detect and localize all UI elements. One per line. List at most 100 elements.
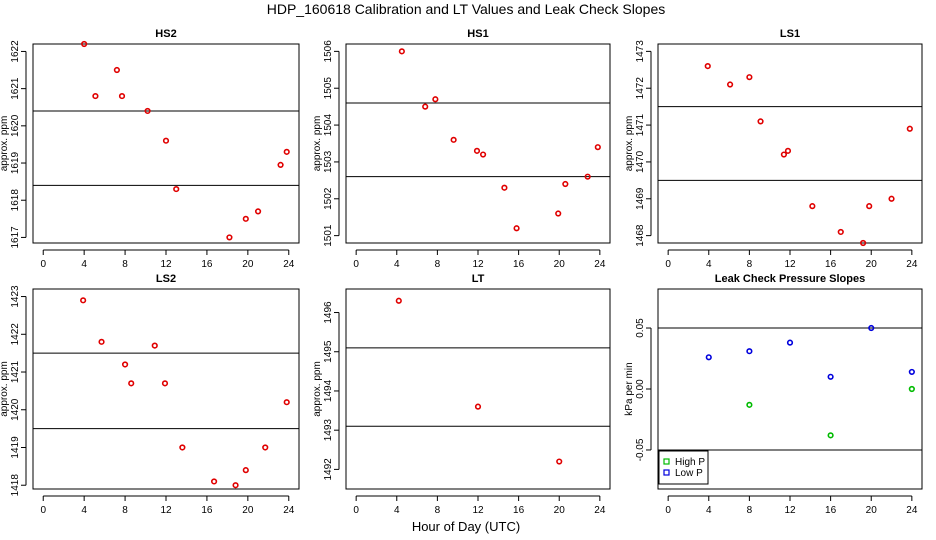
y-axis-label: kPa per min xyxy=(624,362,635,415)
x-tick-label: 8 xyxy=(435,505,441,516)
data-point xyxy=(173,185,180,193)
y-tick-label: 1504 xyxy=(323,114,334,137)
series-values xyxy=(398,48,601,232)
y-tick-label: 1503 xyxy=(323,150,334,173)
data-point xyxy=(556,458,563,465)
plot-frame xyxy=(345,43,611,244)
y-axis: 1617 1618 1619 1620 1621 1622 xyxy=(10,40,27,249)
data-point xyxy=(513,225,520,232)
y-tick-label: 1422 xyxy=(10,323,21,346)
y-tick-label: 0.05 xyxy=(635,318,646,338)
x-tick-label: 16 xyxy=(201,505,213,516)
series-low-p xyxy=(705,324,915,380)
x-tick-label: 8 xyxy=(435,259,441,270)
y-axis: 1468 1469 1470 1471 1472 1473 xyxy=(635,40,652,247)
x-tick-label: 12 xyxy=(160,505,172,516)
x-tick-label: 20 xyxy=(554,259,566,270)
data-point xyxy=(277,161,284,168)
data-point xyxy=(780,151,788,158)
x-axis: 0 4 8 12 16 20 24 xyxy=(40,495,295,516)
x-tick-label: 24 xyxy=(906,505,918,516)
x-tick-label: 12 xyxy=(160,259,172,270)
y-tick-label: 1471 xyxy=(635,114,646,137)
x-tick-label: 20 xyxy=(242,505,254,516)
y-tick-label: -0.05 xyxy=(635,438,646,461)
data-point xyxy=(555,210,562,217)
data-point xyxy=(422,103,429,110)
data-point xyxy=(232,482,239,489)
y-tick-label: 1496 xyxy=(323,301,334,324)
x-tick-label: 16 xyxy=(513,259,525,270)
y-tick-label: 1418 xyxy=(10,474,21,497)
data-point xyxy=(584,173,591,180)
data-point xyxy=(144,107,151,115)
x-tick-label: 12 xyxy=(472,259,484,270)
y-tick-label: 1419 xyxy=(10,436,21,459)
x-tick-label: 16 xyxy=(513,505,525,516)
data-point xyxy=(746,74,753,81)
data-point xyxy=(242,467,249,474)
y-tick-label: 1492 xyxy=(323,458,334,481)
x-tick-label: 24 xyxy=(283,259,295,270)
data-point xyxy=(866,203,873,210)
x-tick-label: 20 xyxy=(554,505,566,516)
data-point xyxy=(809,203,816,210)
legend-box xyxy=(658,450,709,485)
panel-title: LS1 xyxy=(780,28,800,40)
data-point xyxy=(473,147,481,154)
y-tick-label: 1619 xyxy=(10,151,21,174)
y-axis-label: approx. ppm xyxy=(312,361,323,417)
data-point xyxy=(746,348,753,355)
plot-frame xyxy=(657,43,923,244)
panel-title: LS2 xyxy=(156,273,176,285)
y-tick-label: 1472 xyxy=(635,77,646,100)
y-axis: 1492 1493 1494 1495 1496 xyxy=(323,301,340,481)
x-tick-label: 0 xyxy=(40,505,46,516)
y-axis: -0.05 0.00 0.05 xyxy=(635,318,652,461)
x-tick-label: 16 xyxy=(825,259,837,270)
series-values xyxy=(80,297,290,489)
data-point xyxy=(262,444,269,451)
data-point xyxy=(868,324,875,332)
panel-title: HS2 xyxy=(155,28,176,40)
x-axis: 0 4 8 12 16 20 24 xyxy=(353,495,606,516)
y-tick-label: 1622 xyxy=(10,40,21,63)
data-point xyxy=(908,368,915,376)
y-tick-label: 1469 xyxy=(635,187,646,210)
x-tick-label: 16 xyxy=(825,505,837,516)
x-tick-label: 4 xyxy=(394,259,400,270)
y-tick-label: 1468 xyxy=(635,224,646,247)
x-tick-label: 8 xyxy=(122,259,128,270)
data-point xyxy=(908,385,915,393)
y-axis-label: approx. ppm xyxy=(624,116,635,172)
plot-frame xyxy=(345,288,611,490)
y-axis-label: approx. ppm xyxy=(0,116,10,172)
data-point xyxy=(113,66,120,74)
panel-ls2: LS2 0 4 8 12 16 20 24 1418 1419 1420 1421 1422 1423 ap… xyxy=(0,273,300,516)
panel-title: HS1 xyxy=(467,28,488,40)
x-tick-label: 12 xyxy=(784,505,796,516)
data-point xyxy=(162,137,170,144)
data-point xyxy=(746,401,753,408)
data-point xyxy=(450,136,457,143)
data-point xyxy=(906,125,913,132)
y-axis-label: approx. ppm xyxy=(0,361,10,417)
data-point xyxy=(726,81,734,88)
data-point xyxy=(80,297,87,304)
panel-hs1: HS1 0 4 8 12 16 20 24 1501 1502 1503 1504 1505 1506 ap… xyxy=(312,28,611,270)
data-point xyxy=(705,354,712,361)
data-point xyxy=(784,147,792,154)
data-point xyxy=(704,63,711,70)
data-point xyxy=(92,92,99,100)
y-axis: 1418 1419 1420 1421 1422 1423 xyxy=(10,285,27,497)
x-tick-label: 16 xyxy=(201,259,213,270)
series-high-p xyxy=(746,385,915,439)
y-tick-label: 0.00 xyxy=(635,379,646,399)
plot-frame xyxy=(32,288,300,490)
y-axis-label: approx. ppm xyxy=(312,116,323,172)
x-tick-label: 0 xyxy=(353,505,359,516)
x-tick-label: 24 xyxy=(594,505,606,516)
y-tick-label: 1420 xyxy=(10,398,21,421)
data-point xyxy=(860,239,867,247)
